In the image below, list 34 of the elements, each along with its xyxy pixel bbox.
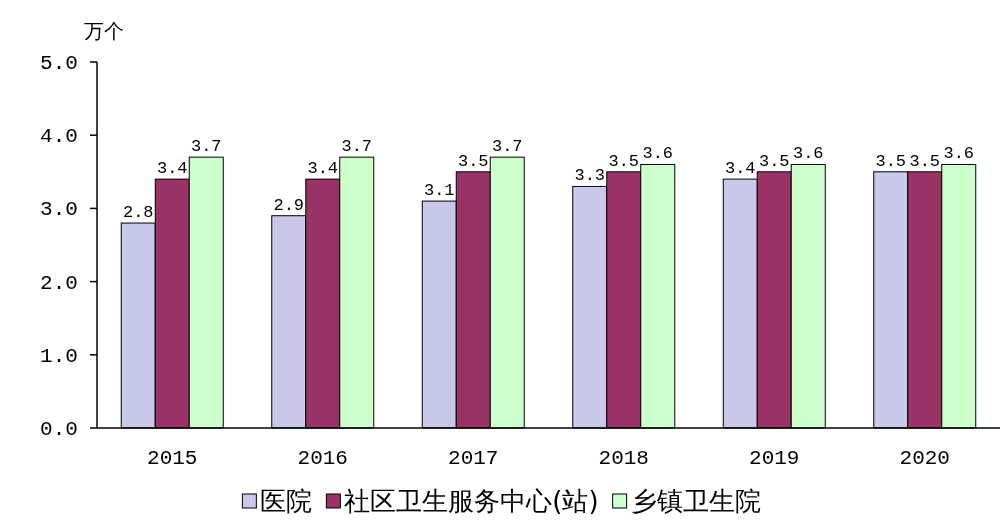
legend-label: 医院 (260, 486, 313, 516)
data-label: 3.7 (491, 137, 523, 157)
x-tick-label: 2020 (899, 447, 950, 470)
y-tick-label: 4.0 (40, 125, 78, 149)
data-label: 3.5 (758, 151, 790, 171)
data-label: 3.5 (909, 151, 941, 171)
y-tick-label: 2.0 (40, 271, 78, 295)
x-tick-label: 2016 (297, 447, 348, 470)
data-label: 3.5 (608, 151, 640, 171)
data-label: 3.6 (792, 144, 824, 164)
x-tick-label: 2019 (749, 447, 800, 470)
y-tick-label: 0.0 (40, 418, 78, 441)
x-tick-label: 2018 (598, 447, 649, 470)
y-tick-label: 5.0 (40, 52, 78, 75)
data-label: 3.1 (423, 181, 455, 201)
legend-label: 社区卫生服务中心(站) (344, 486, 599, 516)
data-label: 3.6 (642, 144, 674, 164)
x-tick-label: 2017 (448, 447, 499, 470)
data-label: 3.5 (457, 151, 489, 171)
data-label: 3.7 (190, 137, 222, 157)
legend-label: 乡镇卫生院 (630, 486, 761, 516)
y-tick-label: 3.0 (40, 198, 78, 222)
data-label: 3.6 (943, 144, 975, 164)
data-label: 3.4 (724, 159, 756, 179)
data-label: 3.4 (156, 159, 188, 179)
y-tick-label: 1.0 (40, 344, 78, 368)
x-tick-label: 2015 (147, 447, 198, 470)
data-label: 3.3 (574, 166, 606, 186)
data-label: 2.8 (122, 203, 154, 223)
data-label: 3.7 (341, 137, 373, 157)
data-label: 3.5 (875, 151, 907, 171)
y-axis-title: 万个 (84, 19, 124, 43)
data-label: 3.4 (307, 159, 339, 179)
data-label: 2.9 (273, 195, 305, 215)
